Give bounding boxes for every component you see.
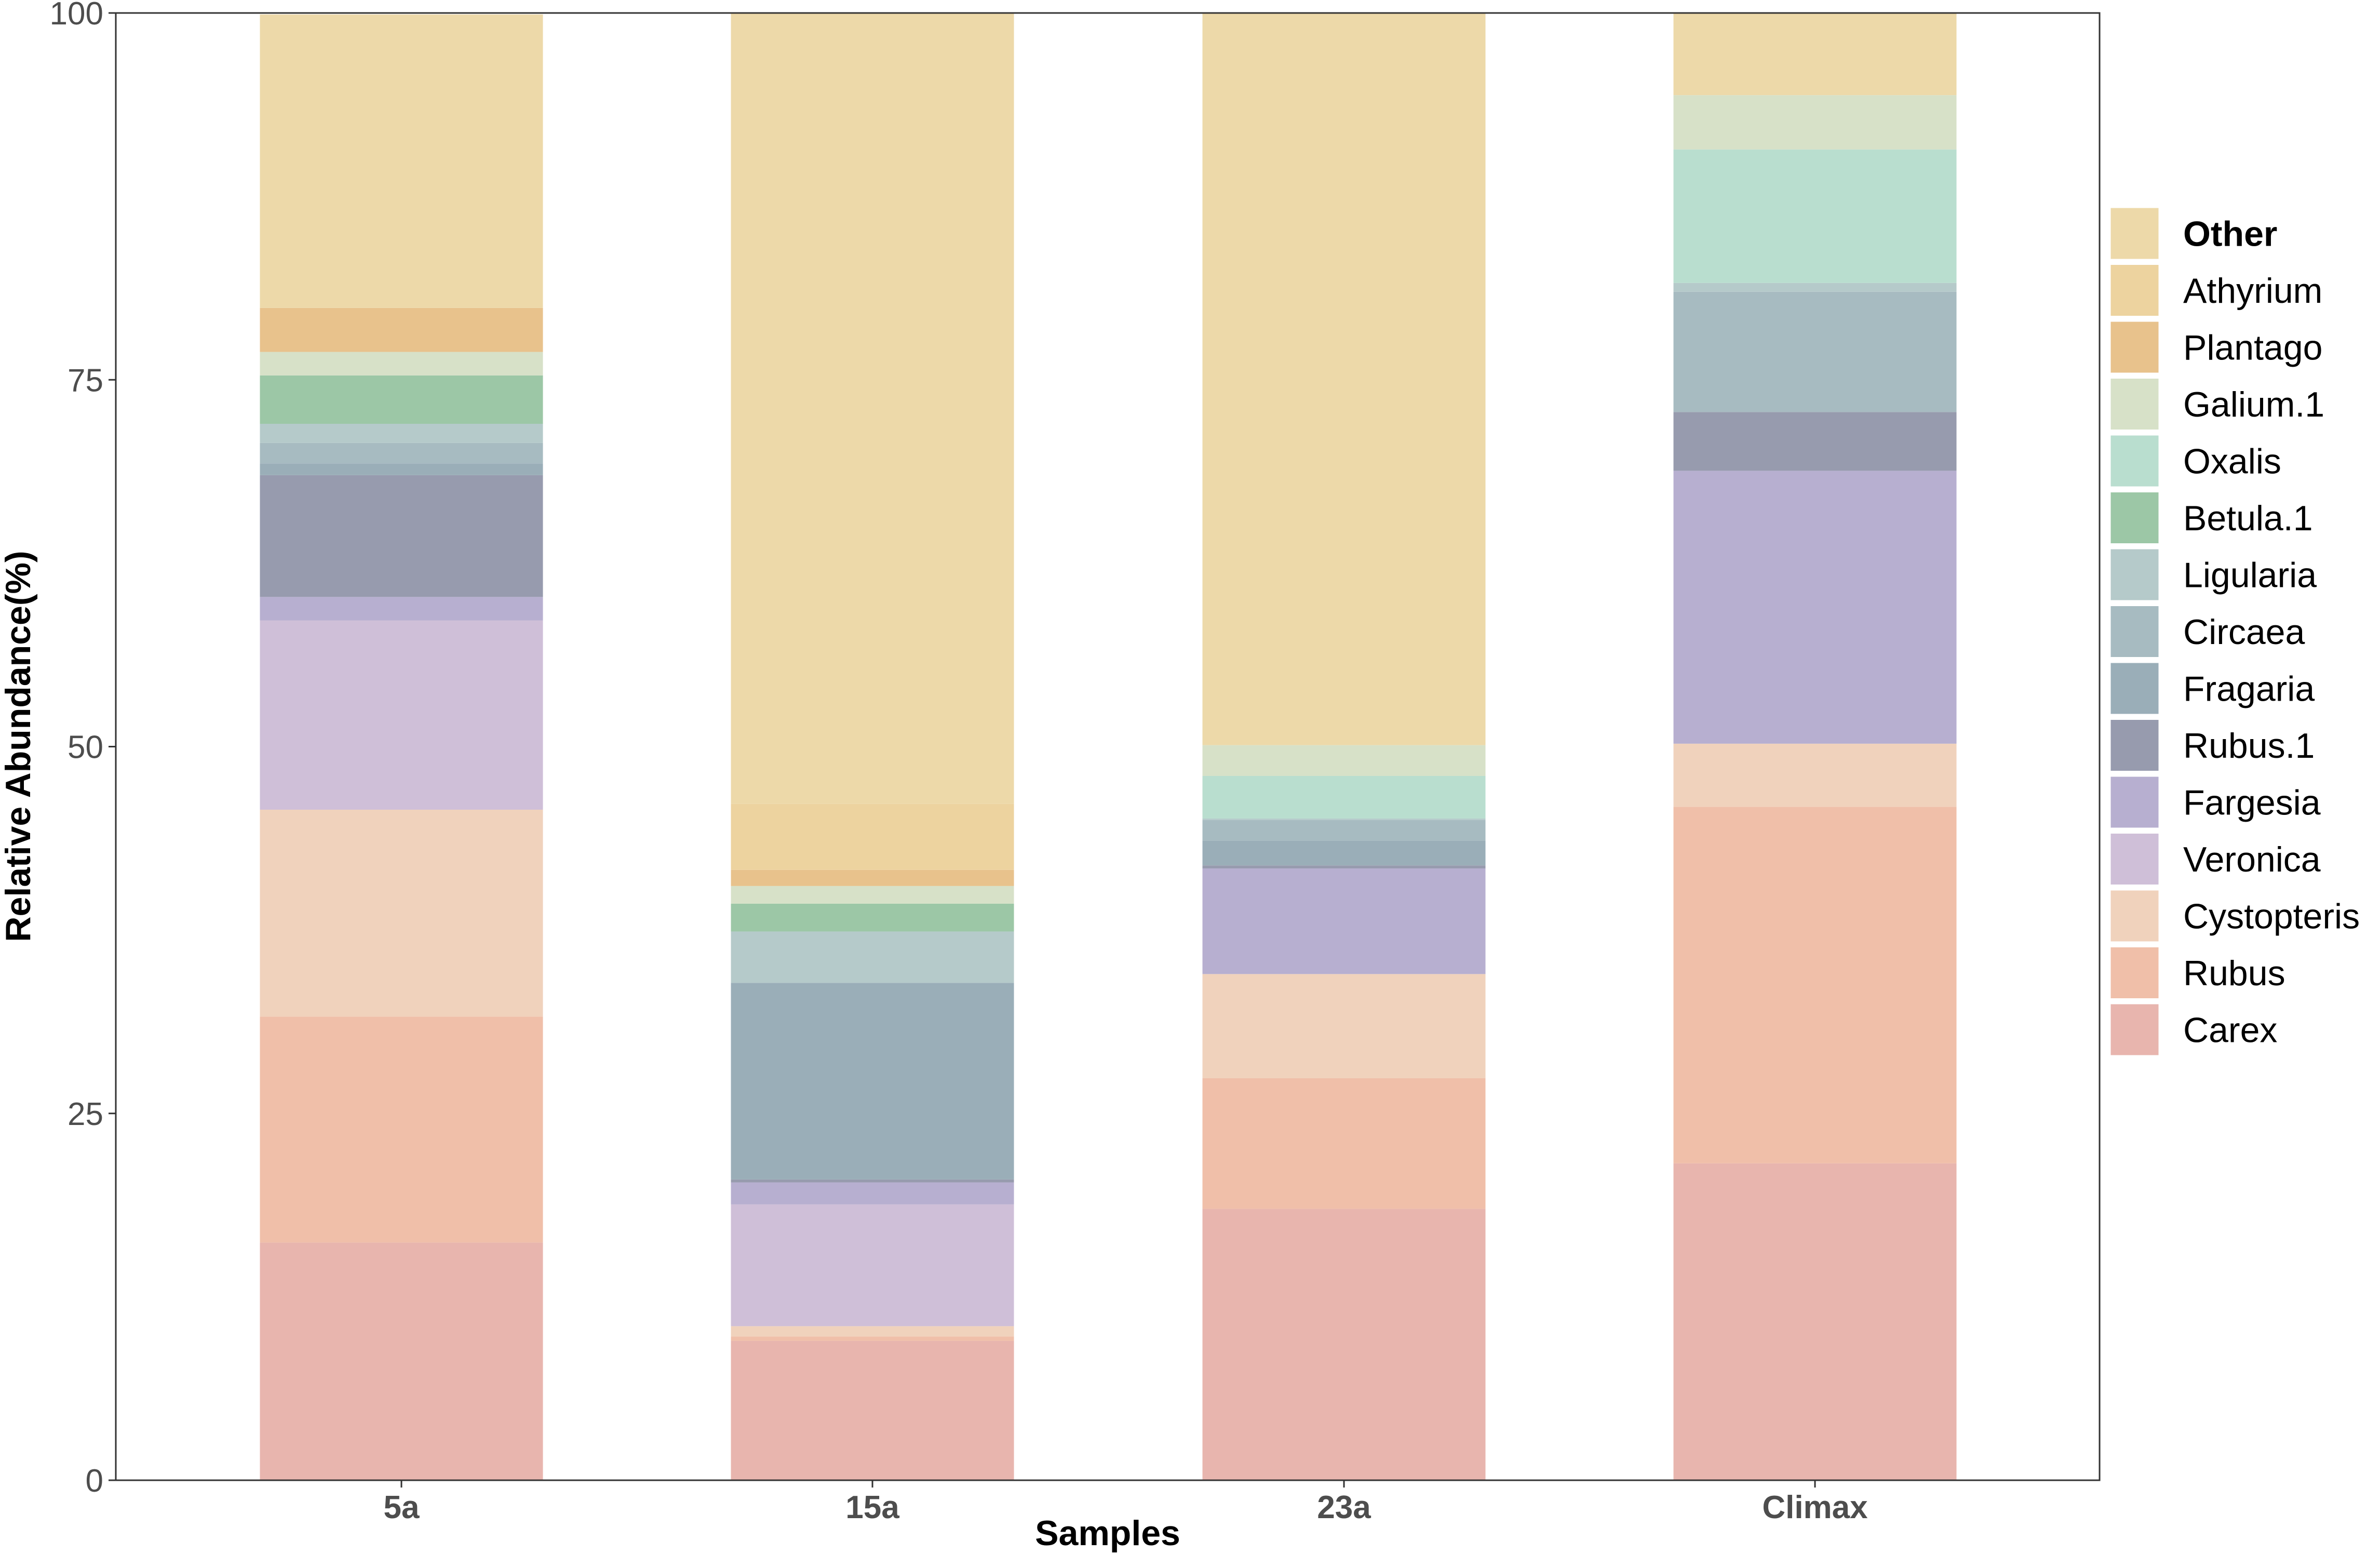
bar-segment-other-5a [260,14,543,308]
legend-swatch-carex [2108,1001,2161,1058]
bar-segment-galium-1-23a [1202,745,1486,776]
bar-segment-veronica-15a [731,1204,1014,1327]
y-tick-label: 25 [68,1096,103,1132]
bar-segment-galium-1-climax [1673,95,1957,150]
x-tick-label: Climax [1762,1490,1868,1525]
legend-label: Betula.1 [2183,499,2313,538]
x-axis: 5a 15a 23a Climax [384,1480,1868,1525]
bar-segment-oxalis-climax [1673,149,1957,283]
legend-label: Rubus [2183,954,2285,993]
legend-label: Oxalis [2183,442,2281,481]
legend-swatch-betula-1 [2108,490,2161,546]
legend-swatch-cystopteris [2108,888,2161,944]
legend-swatch-athyrium [2108,262,2161,318]
legend-label: Fargesia [2183,783,2321,823]
y-tick-label: 50 [68,730,103,766]
bar-segment-betula-1-5a [260,375,543,424]
bar-segment-cystopteris-23a [1202,974,1486,1078]
legend-label: Veronica [2183,840,2321,879]
bar-segment-circaea-climax [1673,291,1957,412]
bar-segment-rubus-1-15a [731,1179,1014,1183]
x-tick-label: 15a [845,1490,899,1525]
legend-label: Cystopteris [2183,897,2360,936]
bars-layer [260,13,1957,1480]
bar-segment-rubus-5a [260,1016,543,1243]
bar-segment-other-15a [731,13,1014,804]
legend: Other Athyrium Plantago Galium.1 Oxalis Betul… [2108,205,2360,1058]
bar-segment-carex-23a [1202,1209,1486,1480]
bar-segment-rubus-1-23a [1202,865,1486,868]
legend-label: Carex [2183,1011,2277,1050]
bar-segment-plantago-15a [731,869,1014,886]
bar-segment-ligularia-climax [1673,283,1957,292]
bar-segment-betula-1-15a [731,903,1014,932]
y-tick-label: 75 [68,363,103,398]
bar-segment-fragaria-5a [260,463,543,475]
bar-segment-ligularia-5a [260,424,543,443]
legend-label: Ligularia [2183,556,2317,595]
x-tick-label: 5a [384,1490,420,1525]
y-tick-label: 100 [50,0,103,32]
legend-swatch-plantago [2108,319,2161,376]
y-axis-title: Relative Abundance(%) [0,551,38,942]
bar-segment-carex-climax [1673,1163,1957,1480]
legend-swatch-oxalis [2108,433,2161,489]
legend-label: Athyrium [2183,271,2322,311]
bar-segment-athyrium-15a [731,803,1014,870]
bar-segment-fargesia-climax [1673,471,1957,744]
bar-segment-rubus-1-climax [1673,412,1957,471]
y-axis: 0 25 50 75 100 [50,0,116,1499]
x-tick-label: 23a [1317,1490,1371,1525]
legend-swatch-rubus [2108,945,2161,1001]
bar-segment-other-23a [1202,13,1486,745]
legend-label: Fragaria [2183,669,2315,709]
bar-segment-rubus-15a [731,1336,1014,1341]
bar-segment-ligularia-23a [1202,818,1486,820]
bar-segment-fragaria-15a [731,983,1014,1180]
bar-segment-rubus-climax [1673,807,1957,1163]
bar-segment-galium-1-5a [260,352,543,376]
legend-swatch-circaea [2108,604,2161,660]
bar-segment-fargesia-15a [731,1182,1014,1204]
legend-swatch-ligularia [2108,546,2161,603]
bar-segment-fargesia-23a [1202,868,1486,974]
bar-segment-rubus-1-5a [260,475,543,597]
bar-segment-fragaria-23a [1202,840,1486,866]
legend-swatch-other [2108,205,2161,262]
bar-segment-carex-15a [731,1341,1014,1480]
legend-swatch-galium-1 [2108,376,2161,432]
bar-segment-circaea-5a [260,443,543,464]
y-tick-label: 0 [86,1463,103,1499]
legend-label: Circaea [2183,612,2305,652]
bar-segment-veronica-5a [260,620,543,810]
legend-label: Rubus.1 [2183,726,2315,766]
bar-segment-carex-5a [260,1242,543,1480]
bar-segment-oxalis-23a [1202,776,1486,819]
bar-segment-plantago-5a [260,307,543,352]
legend-swatch-rubus-1 [2108,717,2161,773]
bar-segment-cystopteris-15a [731,1326,1014,1337]
bar-segment-cystopteris-5a [260,809,543,1017]
legend-label: Other [2183,215,2277,254]
x-axis-title: Samples [1035,1513,1180,1553]
legend-label: Galium.1 [2183,385,2324,424]
legend-label: Plantago [2183,328,2322,368]
bar-segment-rubus-23a [1202,1078,1486,1209]
legend-swatch-fragaria [2108,660,2161,717]
bar-segment-ligularia-15a [731,931,1014,983]
bar-segment-galium-1-15a [731,886,1014,904]
legend-swatch-veronica [2108,831,2161,887]
bar-segment-fargesia-5a [260,597,543,621]
bar-segment-other-climax [1673,13,1957,96]
bar-segment-circaea-23a [1202,820,1486,841]
bar-segment-cystopteris-climax [1673,743,1957,807]
legend-swatch-fargesia [2108,774,2161,830]
